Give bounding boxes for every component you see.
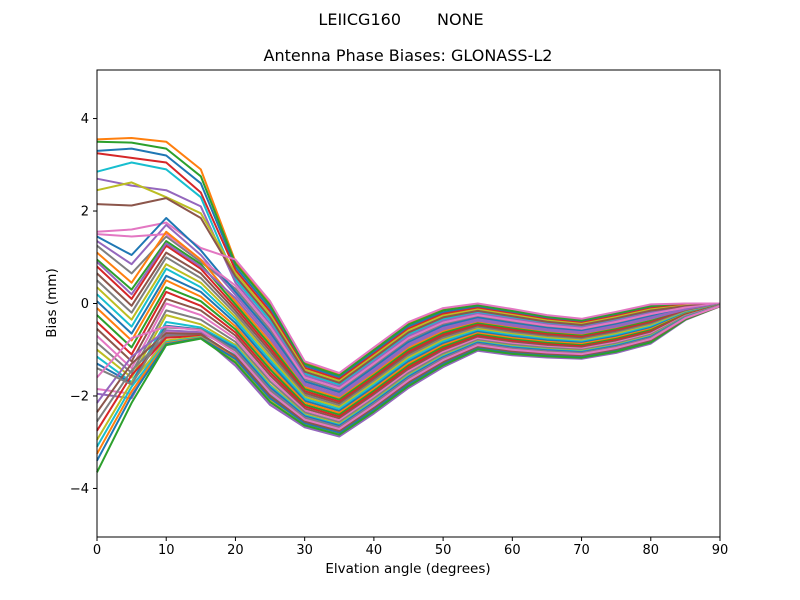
plot-frame <box>96 69 721 538</box>
series-line-16 <box>96 244 721 403</box>
series-line-28 <box>96 304 721 424</box>
y-tick-label: 4 <box>81 112 89 127</box>
x-tick-label: 90 <box>712 543 729 558</box>
x-tick-label: 10 <box>158 543 175 558</box>
series-line-42 <box>96 305 721 432</box>
series-line-25 <box>96 290 721 418</box>
chart-title: Antenna Phase Biases: GLONASS-L2 <box>264 46 553 65</box>
x-axis-label: Elvation angle (degrees) <box>325 561 490 577</box>
series-line-24 <box>96 286 721 416</box>
x-tick-label: 30 <box>296 543 313 558</box>
x-tick-label: 60 <box>504 543 521 558</box>
figure-suptitle-antenna: LEIICG160 <box>318 10 401 29</box>
series-line-20 <box>96 263 721 409</box>
x-tick-label: 40 <box>366 543 383 558</box>
series-line-3 <box>96 140 721 377</box>
series-line-10 <box>96 235 721 392</box>
series-line-21 <box>96 267 721 411</box>
series-line-23 <box>96 279 721 414</box>
series-line-15 <box>96 240 721 401</box>
series-line-7 <box>96 181 721 382</box>
series-line-18 <box>96 251 721 405</box>
series-line-12 <box>96 223 721 396</box>
series-line-22 <box>96 274 721 412</box>
series-line-17 <box>96 242 721 397</box>
x-tick-label: 50 <box>435 543 452 558</box>
figure-suptitle-radome: NONE <box>437 10 484 29</box>
series-line-41 <box>96 305 721 473</box>
series-line-14 <box>96 230 721 399</box>
series-line-11 <box>96 217 721 394</box>
series-line-8 <box>96 197 721 384</box>
y-tick-label: −2 <box>70 389 89 404</box>
series-line-4 <box>96 152 721 381</box>
axis-ticks: 0 10 20 30 40 50 60 70 80 90 −4 −2 0 2 4 <box>70 112 728 558</box>
x-tick-label: 0 <box>93 543 101 558</box>
series-line-26 <box>96 297 721 420</box>
y-tick-label: 0 <box>81 297 89 312</box>
series-lines <box>96 137 721 473</box>
y-axis-label: Bias (mm) <box>44 268 60 337</box>
y-tick-label: 2 <box>81 205 89 220</box>
series-line-6 <box>96 177 721 388</box>
x-tick-label: 20 <box>227 543 244 558</box>
series-line-1 <box>96 147 721 379</box>
y-tick-label: −4 <box>70 482 89 497</box>
x-tick-label: 80 <box>643 543 660 558</box>
x-tick-label: 70 <box>573 543 590 558</box>
series-line-44 <box>96 305 721 430</box>
series-line-5 <box>96 161 721 386</box>
series-line-9 <box>96 221 720 374</box>
series-line-19 <box>96 256 721 407</box>
series-line-27 <box>96 302 721 422</box>
